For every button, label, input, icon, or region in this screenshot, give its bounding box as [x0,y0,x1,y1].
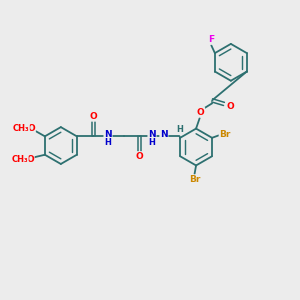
Text: O: O [89,112,97,121]
Text: O: O [197,108,204,117]
Text: H: H [105,138,111,147]
Text: H: H [148,138,155,147]
Text: CH₃: CH₃ [12,155,28,164]
Text: N: N [104,130,112,139]
Text: O: O [26,155,34,164]
Text: CH₃: CH₃ [13,124,29,133]
Text: O: O [136,152,143,161]
Text: Br: Br [189,175,200,184]
Text: F: F [208,35,214,44]
Text: O: O [27,124,35,133]
Text: H: H [176,125,183,134]
Text: N: N [160,130,168,139]
Text: O: O [226,102,234,111]
Text: Br: Br [219,130,231,139]
Text: N: N [148,130,156,139]
